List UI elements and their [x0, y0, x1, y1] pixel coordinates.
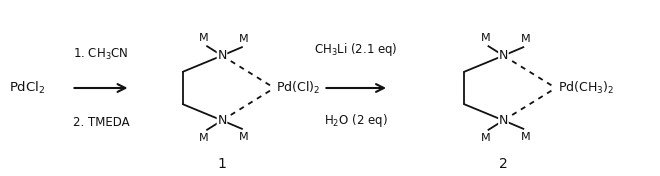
- Text: M: M: [521, 132, 530, 142]
- Text: M: M: [199, 133, 209, 143]
- Text: M: M: [239, 132, 249, 142]
- Text: N: N: [499, 49, 508, 62]
- Text: 2: 2: [499, 157, 508, 171]
- Text: N: N: [499, 114, 508, 127]
- Text: M: M: [239, 34, 249, 44]
- Text: Pd(CH$_3$)$_2$: Pd(CH$_3$)$_2$: [558, 80, 614, 96]
- Text: 2. TMEDA: 2. TMEDA: [73, 117, 129, 129]
- Text: M: M: [521, 34, 530, 44]
- Text: N: N: [217, 49, 226, 62]
- Text: M: M: [480, 133, 490, 143]
- Text: M: M: [199, 33, 209, 43]
- Text: 1: 1: [218, 157, 226, 171]
- Text: N: N: [217, 114, 226, 127]
- Text: CH$_3$Li (2.1 eq): CH$_3$Li (2.1 eq): [314, 41, 398, 58]
- Text: Pd(Cl)$_2$: Pd(Cl)$_2$: [277, 80, 321, 96]
- Text: M: M: [480, 33, 490, 43]
- Text: 1. CH$_3$CN: 1. CH$_3$CN: [73, 47, 129, 62]
- Text: PdCl$_2$: PdCl$_2$: [9, 80, 46, 96]
- Text: H$_2$O (2 eq): H$_2$O (2 eq): [324, 112, 388, 129]
